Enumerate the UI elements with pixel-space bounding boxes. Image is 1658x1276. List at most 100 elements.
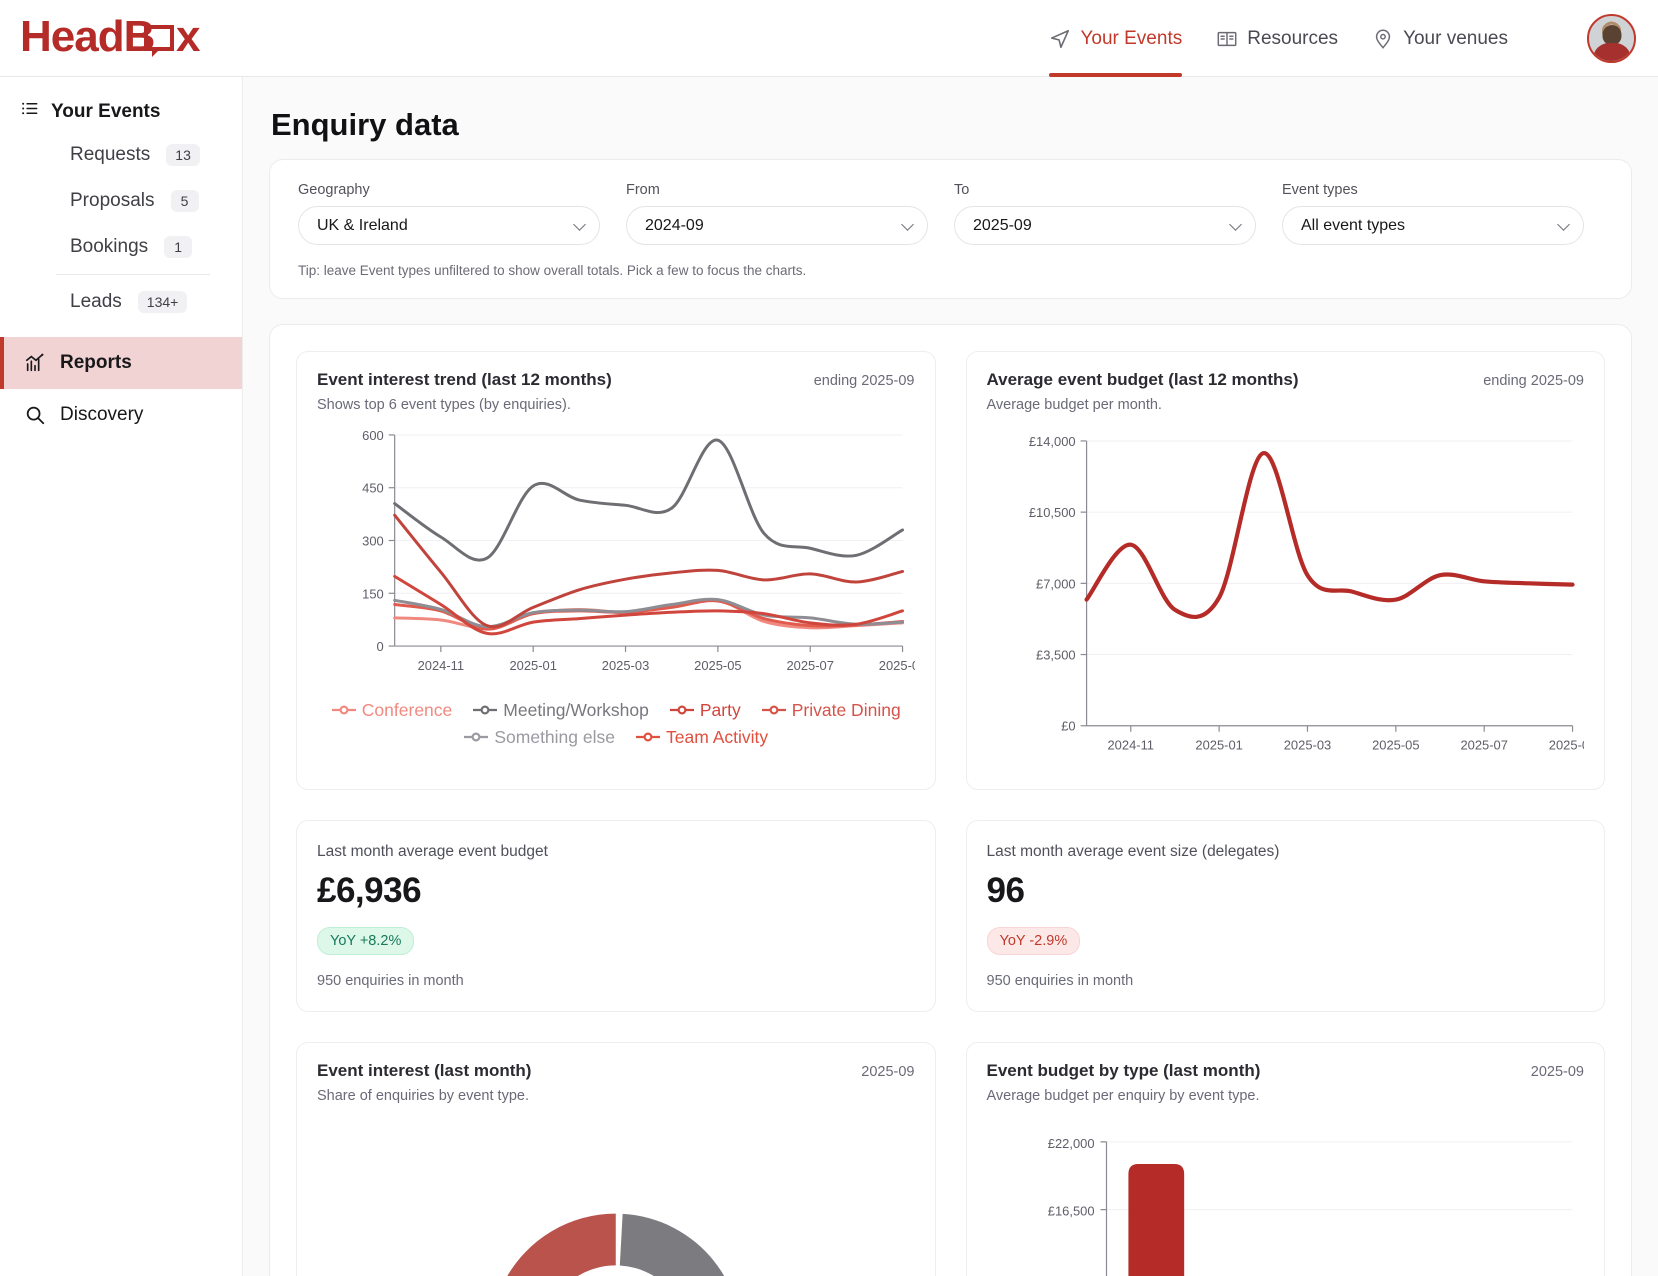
svg-text:2024-11: 2024-11 [418, 658, 465, 673]
sidebar-item-discovery[interactable]: Discovery [0, 389, 242, 441]
event-types-select[interactable]: All event types [1282, 206, 1584, 245]
card-subtitle: Share of enquiries by event type. [317, 1087, 529, 1104]
to-value: 2025-09 [973, 216, 1032, 234]
svg-text:0: 0 [377, 639, 384, 654]
legend-item-private-dining[interactable]: Private Dining [761, 700, 901, 721]
card-header: Event budget by type (last month) 2025-0… [987, 1061, 1585, 1081]
chart-event-interest-trend[interactable]: 0 150 300 450 600 2024-11 2025-01 2025-03 2025-0… [317, 421, 915, 690]
nav-item-resources[interactable]: Resources [1216, 0, 1338, 77]
legend-item-conference[interactable]: Conference [331, 700, 452, 721]
sidebar-item-leads[interactable]: Leads 134+ [0, 279, 242, 325]
sidebar-item-label: Requests [70, 144, 151, 165]
legend-marker-icon [635, 727, 661, 748]
chevron-down-icon [1229, 217, 1242, 231]
headbox-logo[interactable]: HeadB x [20, 15, 230, 61]
legend-marker-icon [761, 700, 787, 721]
event-types-value: All event types [1301, 216, 1406, 234]
yoy-badge: YoY +8.2% [317, 926, 415, 955]
legend-item-team-activity[interactable]: Team Activity [635, 727, 768, 748]
svg-text:150: 150 [362, 586, 384, 601]
card-subtitle: Shows top 6 event types (by enquiries). [317, 397, 571, 413]
svg-text:2025-09: 2025-09 [1548, 738, 1584, 753]
legend-label: Party [699, 699, 741, 720]
avatar-body [1592, 43, 1631, 61]
card-title: Event interest trend (last 12 months) [317, 370, 612, 389]
chevron-down-icon [1557, 217, 1570, 231]
legend-row: Something else Team Activity [463, 727, 768, 748]
kpi-value: £6,936 [317, 870, 422, 910]
card-meta: 2025-09 [861, 1063, 915, 1080]
map-pin-icon [1372, 28, 1394, 50]
kpi-value: 96 [986, 870, 1025, 910]
svg-text:2025-05: 2025-05 [1372, 738, 1419, 753]
avatar-face [1602, 25, 1621, 45]
sidebar-item-label: Proposals [70, 190, 155, 211]
svg-text:2025-03: 2025-03 [602, 658, 649, 673]
svg-text:2025-07: 2025-07 [1460, 738, 1507, 753]
sidebar-header-label: Your Events [51, 100, 161, 122]
svg-text:£3,500: £3,500 [1036, 648, 1076, 663]
legend-item-something-else[interactable]: Something else [463, 727, 615, 748]
svg-text:£7,000: £7,000 [1036, 576, 1076, 591]
filter-label: Event types [1282, 182, 1358, 198]
from-select[interactable]: 2024-09 [626, 206, 928, 245]
filter-geography: Geography UK & Ireland [298, 182, 600, 245]
sidebar-item-requests[interactable]: Requests 13 [0, 132, 242, 178]
dashboard-grid: Event interest trend (last 12 months) en… [296, 351, 1605, 1276]
top-navigation: Your Events Resources [1049, 0, 1508, 77]
status-badge: 5 [170, 190, 199, 212]
card-average-event-budget: Average event budget (last 12 months) en… [965, 351, 1605, 790]
svg-text:£22,000: £22,000 [1047, 1135, 1094, 1150]
geography-select[interactable]: UK & Ireland [298, 206, 600, 245]
svg-text:2025-01: 2025-01 [509, 658, 556, 673]
card-meta: ending 2025-09 [1483, 373, 1584, 389]
nav-item-your-events[interactable]: Your Events [1049, 0, 1182, 77]
to-select[interactable]: 2025-09 [954, 206, 1256, 245]
filter-label: From [626, 182, 660, 198]
card-event-interest-share: Event interest (last month) 2025-09 Shar… [296, 1041, 936, 1276]
card-kpi-last-month-size: Last month average event size (delegates… [965, 819, 1605, 1012]
chart-event-budget-by-type[interactable]: £16,500 £22,000 [987, 1114, 1585, 1276]
chart-icon [24, 352, 46, 374]
sidebar-item-bookings[interactable]: Bookings 1 [0, 224, 242, 270]
svg-text:2025-09: 2025-09 [879, 658, 915, 673]
card-title: Event interest (last month) [317, 1060, 532, 1080]
sidebar-item-reports[interactable]: Reports [0, 337, 242, 389]
sidebar-header-your-events[interactable]: Your Events [0, 91, 242, 132]
top-bar: HeadB x Your Events [0, 0, 1658, 77]
filter-row: Geography UK & Ireland From 2024-09 To [298, 182, 1603, 245]
card-title: Event budget by type (last month) [986, 1060, 1261, 1080]
card-subtitle: Average budget per month. [986, 397, 1162, 413]
page-title: Enquiry data [271, 107, 459, 142]
sidebar-item-proposals[interactable]: Proposals 5 [0, 178, 242, 224]
card-subtitle: Average budget per enquiry by event type… [986, 1087, 1260, 1104]
card-title: Average event budget (last 12 months) [986, 370, 1299, 389]
avatar[interactable] [1587, 14, 1636, 63]
legend-item-party[interactable]: Party [669, 700, 741, 721]
kpi-label: Last month average event budget [317, 842, 548, 860]
svg-text:x: x [176, 15, 201, 61]
chart-event-interest-share[interactable] [317, 1130, 915, 1276]
legend-label: Conference [361, 699, 453, 720]
yoy-badge: YoY -2.9% [986, 926, 1081, 955]
sidebar-item-label: Bookings [70, 236, 149, 257]
card-meta: ending 2025-09 [813, 373, 915, 389]
legend-label: Private Dining [791, 699, 901, 720]
legend-marker-icon [331, 700, 357, 721]
nav-label: Resources [1247, 27, 1339, 49]
book-icon [1216, 28, 1238, 50]
legend-marker-icon [669, 700, 695, 721]
nav-label: Your venues [1403, 27, 1508, 49]
sidebar-item-label: Reports [60, 352, 132, 373]
list-icon [20, 99, 39, 124]
chart-average-event-budget[interactable]: £0 £3,500 £7,000 £10,500 £14,000 2024-11 2025-… [987, 427, 1584, 771]
nav-item-your-venues[interactable]: Your venues [1372, 0, 1508, 77]
geography-value: UK & Ireland [317, 216, 408, 234]
kpi-label: Last month average event size (delegates… [986, 842, 1280, 860]
legend-row: Conference Meeting/Workshop [331, 700, 901, 721]
svg-text:£10,500: £10,500 [1028, 505, 1075, 520]
status-badge: 1 [164, 236, 193, 258]
legend-item-meeting-workshop[interactable]: Meeting/Workshop [472, 700, 649, 721]
from-value: 2024-09 [645, 216, 704, 234]
